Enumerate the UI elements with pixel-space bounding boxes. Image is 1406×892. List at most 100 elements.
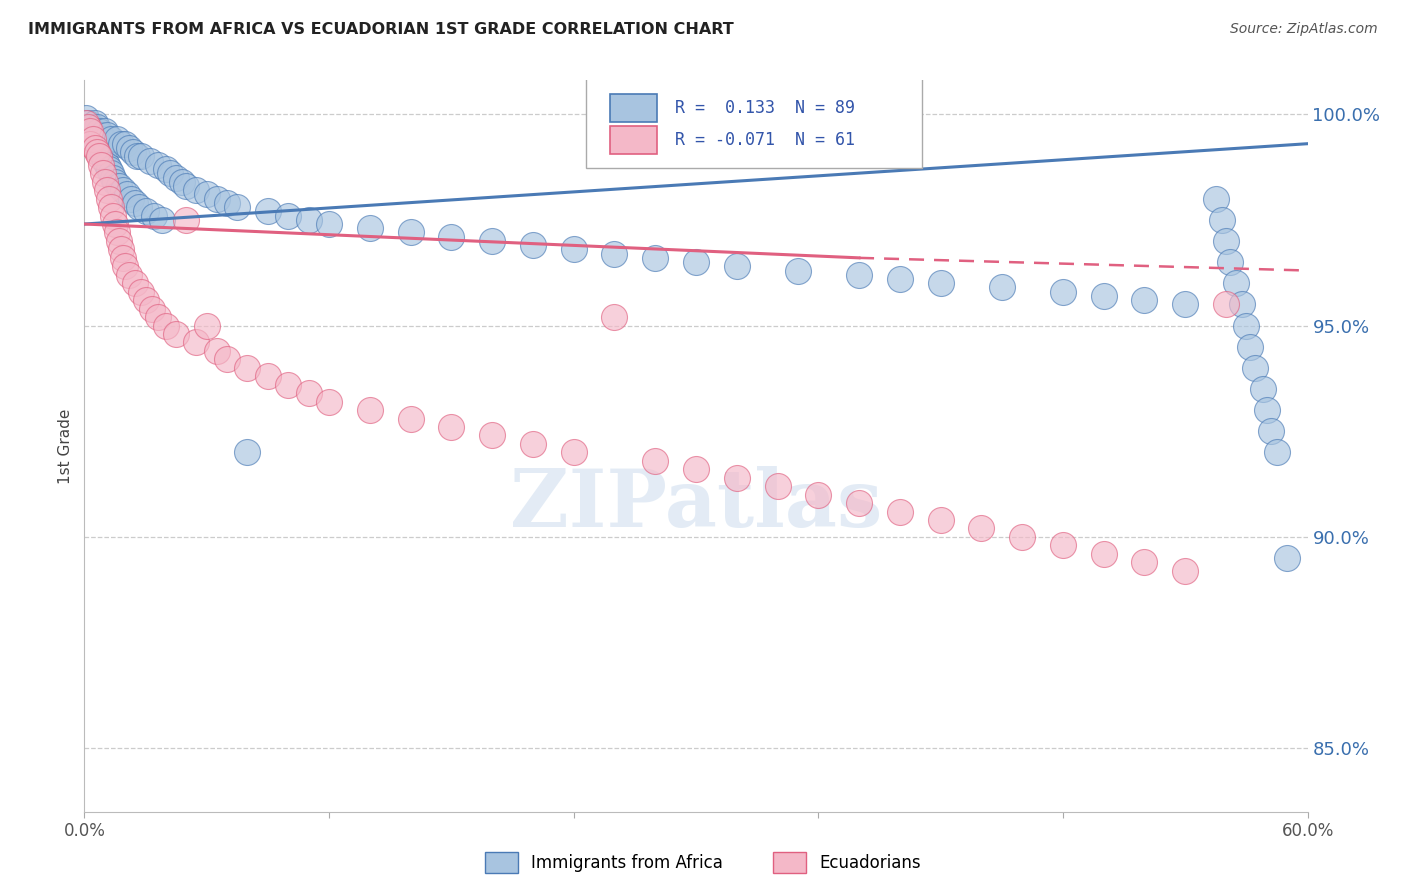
Point xyxy=(991,280,1014,294)
Point xyxy=(79,136,101,151)
Point xyxy=(82,124,104,138)
Point xyxy=(176,178,198,193)
Point xyxy=(127,149,149,163)
Point xyxy=(766,479,789,493)
Point xyxy=(186,183,208,197)
Point xyxy=(217,195,239,210)
Point xyxy=(205,192,228,206)
Point xyxy=(105,226,128,240)
Point xyxy=(135,204,157,219)
Point xyxy=(155,162,177,177)
Point xyxy=(79,128,101,143)
Point xyxy=(91,132,114,146)
Point xyxy=(970,521,993,535)
Point xyxy=(83,115,105,129)
Point xyxy=(205,343,228,358)
Point xyxy=(96,183,118,197)
Legend: Immigrants from Africa, Ecuadorians: Immigrants from Africa, Ecuadorians xyxy=(478,846,928,880)
Point xyxy=(135,293,157,307)
Point xyxy=(100,166,122,180)
Point xyxy=(1236,318,1258,333)
Point xyxy=(131,285,153,299)
Point xyxy=(93,153,117,168)
Point xyxy=(562,243,585,257)
Point xyxy=(146,310,169,324)
Point xyxy=(1052,285,1074,299)
Point xyxy=(522,238,544,252)
Point xyxy=(195,318,218,333)
FancyBboxPatch shape xyxy=(610,95,657,122)
Point xyxy=(176,212,198,227)
Text: IMMIGRANTS FROM AFRICA VS ECUADORIAN 1ST GRADE CORRELATION CHART: IMMIGRANTS FROM AFRICA VS ECUADORIAN 1ST… xyxy=(28,22,734,37)
Text: R =  0.133  N = 89: R = 0.133 N = 89 xyxy=(675,99,855,117)
Point xyxy=(685,255,707,269)
Point xyxy=(150,212,173,227)
Point xyxy=(603,310,626,324)
Point xyxy=(77,120,100,134)
Point xyxy=(120,192,142,206)
Point xyxy=(217,352,239,367)
Point xyxy=(79,120,101,134)
Point xyxy=(96,158,118,172)
Text: ZIPatlas: ZIPatlas xyxy=(510,466,882,543)
Point xyxy=(114,260,136,274)
Point xyxy=(644,251,666,265)
Point xyxy=(159,166,181,180)
Point xyxy=(562,445,585,459)
Point xyxy=(87,141,110,155)
Point xyxy=(87,124,110,138)
Point xyxy=(108,234,131,248)
Point xyxy=(131,149,153,163)
Point xyxy=(105,132,128,146)
Point xyxy=(318,217,340,231)
Point xyxy=(787,263,810,277)
Point xyxy=(257,369,280,384)
Point xyxy=(1215,297,1237,311)
Point xyxy=(91,166,114,180)
Point xyxy=(1092,547,1115,561)
Point xyxy=(257,204,280,219)
Point xyxy=(104,175,127,189)
Point xyxy=(1174,564,1197,578)
Text: R = -0.071  N = 61: R = -0.071 N = 61 xyxy=(675,131,855,149)
Point xyxy=(83,132,105,146)
Y-axis label: 1st Grade: 1st Grade xyxy=(58,409,73,483)
Point xyxy=(86,145,108,160)
Point xyxy=(226,200,249,214)
Point xyxy=(1205,192,1227,206)
Point xyxy=(104,217,127,231)
Point xyxy=(399,226,422,240)
Point xyxy=(440,229,463,244)
Point xyxy=(93,175,117,189)
Point xyxy=(112,183,135,197)
Point xyxy=(1251,382,1274,396)
Point xyxy=(128,200,150,214)
Point xyxy=(90,128,112,143)
Point xyxy=(108,178,131,193)
Point xyxy=(603,246,626,260)
Point xyxy=(1225,277,1247,291)
Point xyxy=(1133,555,1156,569)
Point xyxy=(115,187,138,202)
Point xyxy=(165,170,187,185)
Point xyxy=(142,209,165,223)
Point xyxy=(1239,340,1261,354)
Point xyxy=(124,195,146,210)
Point xyxy=(889,272,911,286)
Point xyxy=(110,136,132,151)
Point xyxy=(79,124,101,138)
Point xyxy=(138,153,160,168)
Point xyxy=(118,268,141,282)
Point xyxy=(90,158,112,172)
Point xyxy=(122,145,145,160)
Point xyxy=(644,454,666,468)
Point xyxy=(77,115,100,129)
Point xyxy=(1174,297,1197,311)
Point xyxy=(118,141,141,155)
Point xyxy=(807,488,830,502)
Point xyxy=(83,141,105,155)
Point xyxy=(112,251,135,265)
Point xyxy=(86,136,108,151)
Point xyxy=(685,462,707,476)
Point xyxy=(318,394,340,409)
